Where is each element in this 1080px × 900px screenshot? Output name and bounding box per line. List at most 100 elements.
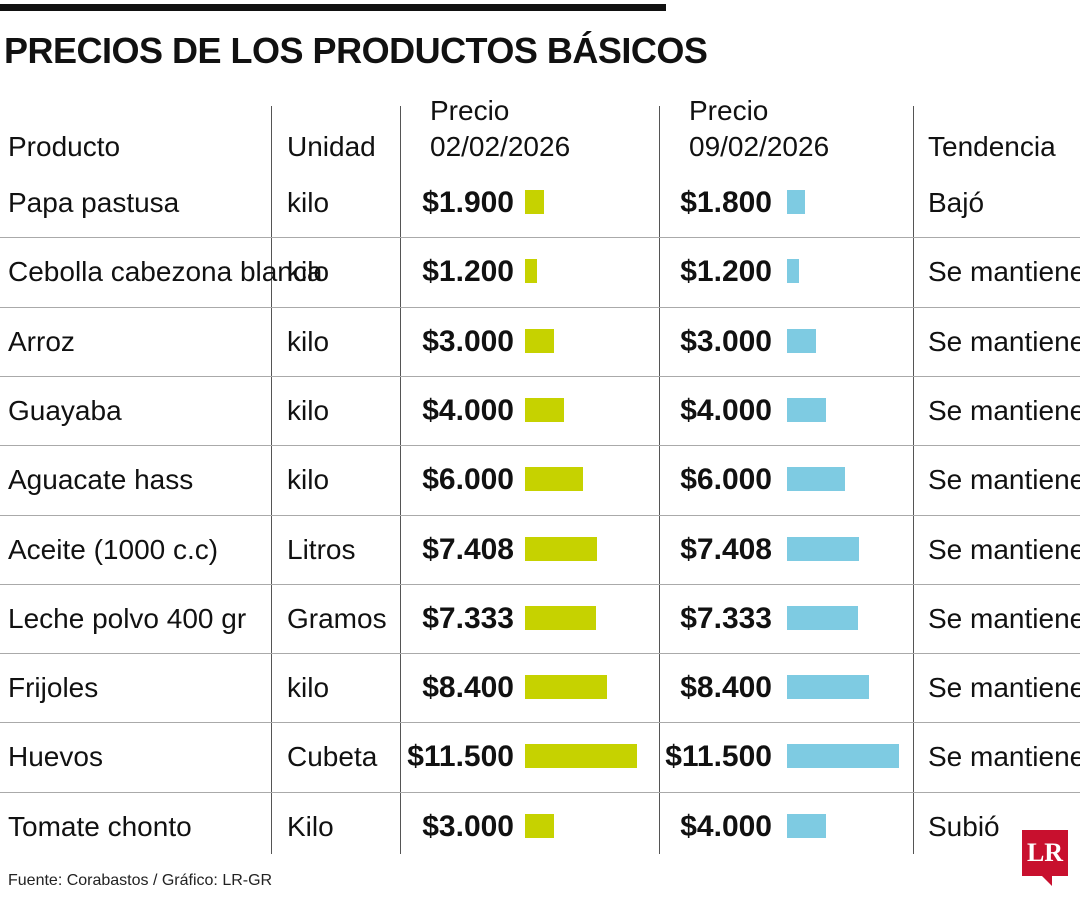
table-row: Papa pastusa kilo $1.900 $1.800 Bajó bbox=[0, 168, 1080, 237]
table-row: Huevos Cubeta $11.500 $11.500 Se mantiene bbox=[0, 722, 1080, 791]
product-name: Aguacate hass bbox=[8, 464, 194, 495]
trend-label: Se mantiene bbox=[928, 256, 1080, 287]
product-name: Leche polvo 400 gr bbox=[8, 603, 247, 634]
source-note: Fuente: Corabastos / Gráfico: LR-GR bbox=[8, 872, 273, 889]
header-precio2-line2: 09/02/2026 bbox=[689, 131, 830, 162]
price-label-09-02: $7.333 bbox=[680, 602, 772, 635]
table-row: Aguacate hass kilo $6.000 $6.000 Se mantiene bbox=[0, 445, 1080, 514]
header-tendencia: Tendencia bbox=[928, 131, 1056, 162]
header-unidad: Unidad bbox=[287, 131, 376, 162]
column-divider bbox=[659, 106, 660, 854]
bar-09-02 bbox=[787, 537, 860, 561]
column-divider bbox=[271, 106, 272, 854]
price-label-09-02: $1.200 bbox=[680, 255, 772, 288]
trend-label: Se mantiene bbox=[928, 395, 1080, 426]
product-name: Guayaba bbox=[8, 395, 122, 426]
price-label-09-02: $7.408 bbox=[680, 533, 772, 566]
bar-09-02 bbox=[787, 329, 817, 353]
row-divider bbox=[0, 237, 1080, 238]
price-label-02-02: $3.000 bbox=[422, 325, 514, 358]
row-divider bbox=[0, 376, 1080, 377]
bar-02-02 bbox=[525, 814, 555, 838]
bar-09-02 bbox=[787, 606, 859, 630]
price-label-09-02: $8.400 bbox=[680, 671, 772, 704]
price-label-02-02: $8.400 bbox=[422, 671, 514, 704]
price-label-02-02: $1.900 bbox=[422, 186, 514, 219]
row-divider bbox=[0, 307, 1080, 308]
unit-label: kilo bbox=[287, 326, 330, 357]
bar-02-02 bbox=[525, 190, 544, 214]
lr-logo: LR bbox=[1022, 830, 1068, 876]
trend-label: Se mantiene bbox=[928, 672, 1080, 703]
price-label-09-02: $4.000 bbox=[680, 394, 772, 427]
unit-label: kilo bbox=[287, 187, 330, 218]
top-rule bbox=[0, 4, 666, 11]
unit-label: Cubeta bbox=[287, 741, 378, 772]
table-row: Aceite (1000 c.c) Litros $7.408 $7.408 Se ma… bbox=[0, 515, 1080, 584]
bar-09-02 bbox=[787, 398, 826, 422]
price-label-09-02: $11.500 bbox=[665, 740, 772, 773]
header-producto: Producto bbox=[8, 131, 121, 162]
price-label-09-02: $4.000 bbox=[680, 810, 772, 843]
trend-label: Subió bbox=[928, 811, 1000, 842]
bar-09-02 bbox=[787, 814, 826, 838]
header-precio2-line1: Precio bbox=[689, 95, 769, 126]
row-divider bbox=[0, 653, 1080, 654]
price-label-02-02: $7.333 bbox=[422, 602, 514, 635]
trend-label: Se mantiene bbox=[928, 534, 1080, 565]
bar-02-02 bbox=[525, 467, 584, 491]
unit-label: Litros bbox=[287, 534, 356, 565]
price-label-02-02: $7.408 bbox=[422, 533, 514, 566]
price-label-09-02: $3.000 bbox=[680, 325, 772, 358]
table-row: Cebolla cabezona blanca kilo $1.200 $1.200 S… bbox=[0, 237, 1080, 306]
table-row: Guayaba kilo $4.000 $4.000 Se mantiene bbox=[0, 376, 1080, 445]
table-row: Leche polvo 400 gr Gramos $7.333 $7.333 Se m… bbox=[0, 584, 1080, 653]
price-label-09-02: $1.800 bbox=[680, 186, 772, 219]
product-name: Aceite (1000 c.c) bbox=[8, 534, 219, 565]
bar-09-02 bbox=[787, 675, 869, 699]
product-name: Arroz bbox=[8, 326, 75, 357]
row-divider bbox=[0, 722, 1080, 723]
trend-label: Bajó bbox=[928, 187, 985, 218]
header-precio1-line1: Precio bbox=[430, 95, 510, 126]
unit-label: kilo bbox=[287, 464, 330, 495]
bar-09-02 bbox=[787, 190, 805, 214]
trend-label: Se mantiene bbox=[928, 741, 1080, 772]
bar-09-02 bbox=[787, 259, 799, 283]
row-divider bbox=[0, 584, 1080, 585]
header-precio1-line2: 02/02/2026 bbox=[430, 131, 571, 162]
table-row: Frijoles kilo $8.400 $8.400 Se mantiene bbox=[0, 653, 1080, 722]
price-label-02-02: $4.000 bbox=[422, 394, 514, 427]
unit-label: kilo bbox=[287, 256, 330, 287]
logo-tail bbox=[1040, 874, 1052, 886]
row-divider bbox=[0, 445, 1080, 446]
bar-09-02 bbox=[787, 467, 846, 491]
table-row: Tomate chonto Kilo $3.000 $4.000 Subió bbox=[0, 792, 1080, 861]
bar-02-02 bbox=[525, 744, 637, 768]
bar-02-02 bbox=[525, 259, 537, 283]
unit-label: Kilo bbox=[287, 811, 334, 842]
column-divider bbox=[913, 106, 914, 854]
unit-label: Gramos bbox=[287, 603, 387, 634]
bar-02-02 bbox=[525, 537, 598, 561]
price-label-02-02: $1.200 bbox=[422, 255, 514, 288]
product-name: Tomate chonto bbox=[8, 811, 192, 842]
trend-label: Se mantiene bbox=[928, 326, 1080, 357]
product-name: Huevos bbox=[8, 741, 103, 772]
trend-label: Se mantiene bbox=[928, 464, 1080, 495]
price-label-02-02: $3.000 bbox=[422, 810, 514, 843]
product-name: Papa pastusa bbox=[8, 187, 180, 218]
table-row: Arroz kilo $3.000 $3.000 Se mantiene bbox=[0, 307, 1080, 376]
product-name: Cebolla cabezona blanca bbox=[8, 256, 323, 287]
unit-label: kilo bbox=[287, 395, 330, 426]
row-divider bbox=[0, 792, 1080, 793]
trend-label: Se mantiene bbox=[928, 603, 1080, 634]
product-name: Frijoles bbox=[8, 672, 99, 703]
price-label-02-02: $6.000 bbox=[422, 463, 514, 496]
bar-02-02 bbox=[525, 675, 607, 699]
price-label-09-02: $6.000 bbox=[680, 463, 772, 496]
unit-label: kilo bbox=[287, 672, 330, 703]
bar-02-02 bbox=[525, 606, 597, 630]
bar-09-02 bbox=[787, 744, 899, 768]
bar-02-02 bbox=[525, 398, 564, 422]
